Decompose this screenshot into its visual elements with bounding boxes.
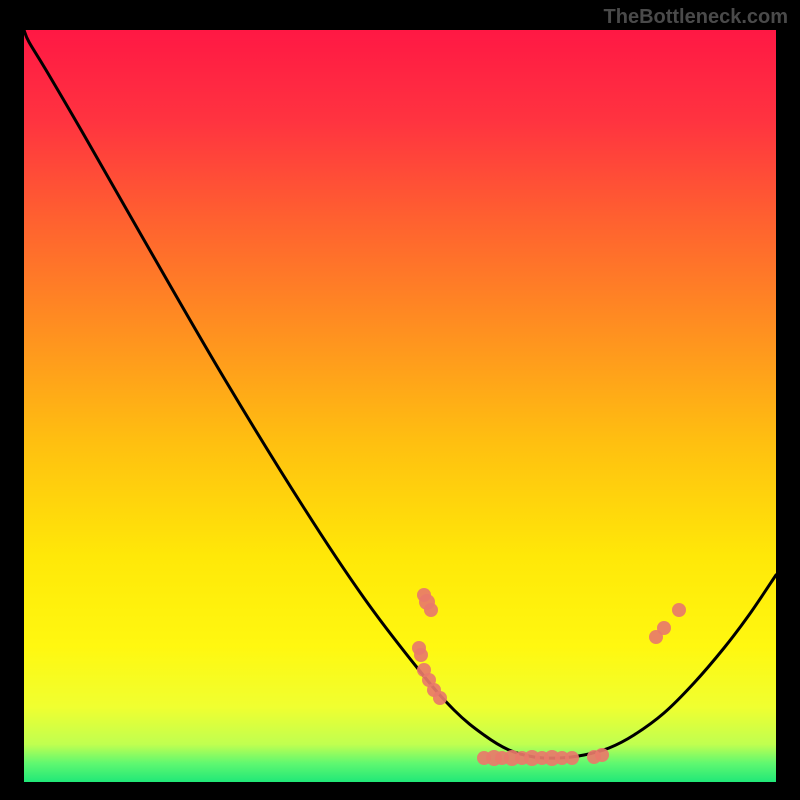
chart-background <box>24 30 776 782</box>
marker-point <box>414 648 428 662</box>
plot-area <box>24 30 776 782</box>
attribution-text: TheBottleneck.com <box>604 6 788 29</box>
marker-point <box>672 603 686 617</box>
marker-point <box>595 748 609 762</box>
marker-point <box>657 621 671 635</box>
marker-point <box>433 691 447 705</box>
marker-point <box>565 751 579 765</box>
marker-point <box>424 603 438 617</box>
chart-svg <box>24 30 776 782</box>
